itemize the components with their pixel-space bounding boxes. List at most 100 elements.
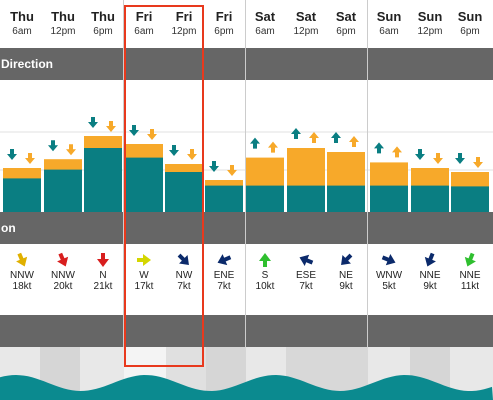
wind-arrow-icon — [299, 254, 314, 266]
primary-swell-bar — [451, 186, 489, 212]
wind-direction: N — [99, 270, 107, 281]
swell-direction-arrow-icon — [147, 129, 157, 140]
column-header[interactable]: Sat 6am — [245, 0, 285, 46]
direction-section-label: Direction — [1, 57, 54, 71]
tide-section-bar — [0, 315, 493, 347]
column-day: Sat — [254, 9, 276, 24]
column-time: 6pm — [460, 26, 480, 37]
column-day: Fri — [135, 9, 153, 24]
day-separator — [245, 0, 246, 347]
column-header[interactable]: Fri 6am — [124, 0, 164, 46]
column-time: 12pm — [293, 26, 319, 37]
tide-chart — [0, 347, 493, 400]
wind-speed: 20kt — [53, 281, 73, 292]
swell-direction-arrow-icon — [227, 165, 237, 176]
column-header[interactable]: Thu 6am — [2, 0, 42, 46]
swell-direction-arrow-icon — [309, 132, 319, 143]
wind-cell: ESE 7kt — [286, 244, 326, 315]
selected-day-highlight — [124, 5, 204, 367]
swell-chart — [0, 80, 493, 212]
wind-speed: 7kt — [299, 281, 313, 292]
column-day: Sat — [295, 9, 317, 24]
wind-direction: W — [139, 270, 149, 281]
column-time: 6pm — [214, 26, 234, 37]
primary-swell-bar — [327, 185, 365, 212]
column-day: Sun — [417, 9, 443, 24]
column-day: Fri — [175, 9, 193, 24]
forecast-header: Thu 6am Thu 12pm Thu 6pm Fri 6am Fri 12pm Fri 6pm Sa… — [0, 0, 493, 46]
column-time: 12pm — [171, 26, 197, 37]
wind-arrow-icon — [341, 253, 353, 265]
wind-section-bar: on — [0, 212, 493, 244]
primary-swell-bar — [287, 185, 325, 212]
wind-speed: 7kt — [177, 281, 191, 292]
column-day: Thu — [51, 9, 75, 24]
column-header[interactable]: Sat 6pm — [326, 0, 366, 46]
swell-direction-arrow-icon — [374, 142, 384, 154]
wind-cell: NNW 18kt — [2, 244, 42, 315]
wind-cell: S 10kt — [245, 244, 285, 315]
swell-direction-arrow-icon — [7, 149, 17, 160]
column-time: 12pm — [50, 26, 76, 37]
wind-arrow-icon — [16, 252, 28, 267]
swell-direction-arrow-icon — [455, 153, 465, 164]
primary-swell-bar — [44, 169, 82, 212]
wind-arrow-icon — [259, 253, 271, 267]
wind-direction: ENE — [213, 270, 235, 281]
swell-direction-arrow-icon — [66, 144, 76, 156]
wind-speed: 21kt — [93, 281, 113, 292]
column-header[interactable]: Sun 12pm — [410, 0, 450, 46]
wind-direction: S — [261, 270, 269, 281]
swell-direction-arrow-icon — [209, 161, 219, 172]
wind-direction: NNE — [419, 270, 441, 281]
swell-direction-arrow-icon — [187, 149, 197, 160]
swell-direction-arrow-icon — [291, 128, 301, 139]
wind-speed: 5kt — [382, 281, 396, 292]
wind-speed: 9kt — [339, 281, 353, 292]
wind-section-label: on — [1, 221, 16, 235]
swell-direction-arrow-icon — [129, 125, 139, 136]
column-header[interactable]: Thu 6pm — [83, 0, 123, 46]
swell-direction-arrow-icon — [106, 121, 116, 132]
primary-swell-bar — [205, 185, 243, 212]
wind-cell: W 17kt — [124, 244, 164, 315]
column-time: 6am — [255, 26, 275, 37]
swell-direction-arrow-icon — [349, 136, 359, 147]
wind-cell: WNW 5kt — [369, 244, 409, 315]
swell-direction-arrow-icon — [250, 137, 260, 149]
swell-bars-svg — [0, 117, 493, 212]
wind-cell: NNW 20kt — [43, 244, 83, 315]
wind-speed: 9kt — [423, 281, 437, 292]
wind-cell: N 21kt — [83, 244, 123, 315]
wind-arrow-icon — [97, 253, 109, 267]
swell-direction-arrow-icon — [88, 117, 98, 128]
wind-arrow-icon — [137, 254, 151, 266]
wind-arrow-icon — [217, 254, 232, 266]
column-header[interactable]: Sun 6pm — [450, 0, 490, 46]
wind-direction: WNW — [375, 270, 403, 281]
swell-direction-arrow-icon — [48, 140, 58, 152]
column-day: Sun — [376, 9, 402, 24]
column-header[interactable]: Sun 6am — [369, 0, 409, 46]
primary-swell-bar — [411, 185, 449, 212]
column-header[interactable]: Thu 12pm — [43, 0, 83, 46]
wind-arrow-icon — [424, 252, 436, 267]
swell-direction-arrow-icon — [473, 157, 483, 168]
column-header[interactable]: Sat 12pm — [286, 0, 326, 46]
day-separator — [123, 0, 124, 347]
swell-direction-arrow-icon — [433, 153, 443, 164]
wind-arrow-icon — [177, 253, 189, 265]
swell-direction-arrow-icon — [25, 153, 35, 164]
wind-cell: NNE 11kt — [450, 244, 490, 315]
wind-arrow-icon — [464, 252, 476, 267]
column-day: Thu — [10, 9, 34, 24]
column-header[interactable]: Fri 6pm — [204, 0, 244, 46]
wind-cell: NNE 9kt — [410, 244, 450, 315]
wind-direction: NNW — [51, 270, 75, 281]
primary-swell-bar — [84, 148, 122, 212]
swell-direction-arrow-icon — [268, 141, 278, 153]
column-time: 6pm — [336, 26, 356, 37]
column-header[interactable]: Fri 12pm — [164, 0, 204, 46]
wind-speed: 7kt — [217, 281, 231, 292]
column-day: Sat — [335, 9, 357, 24]
